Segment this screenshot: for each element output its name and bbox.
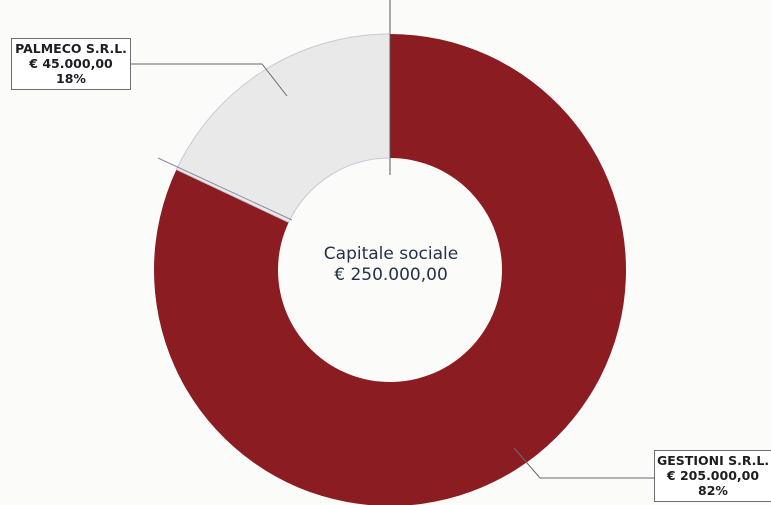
palmeco-radial-line: [157, 157, 293, 221]
palmeco-amount: € 45.000,00: [29, 56, 113, 71]
gestioni-leader-line: [513, 447, 654, 479]
palmeco-percent: 18%: [56, 71, 86, 86]
palmeco-leader-line: [131, 63, 288, 97]
slice-palmeco: [175, 33, 391, 223]
donut-slices: [154, 33, 626, 505]
center-label-total: € 250.000,00: [334, 265, 448, 285]
center-label: Capitale sociale € 250.000,00: [276, 244, 506, 286]
gestioni-percent: 82%: [698, 483, 728, 498]
slice-label-palmeco: PALMECO S.R.L. € 45.000,00 18%: [11, 38, 131, 90]
leader-lines: [131, 0, 654, 479]
center-label-title: Capitale sociale: [323, 244, 459, 264]
gestioni-amount: € 205.000,00: [666, 468, 760, 483]
gestioni-name: GESTIONI S.R.L.: [657, 453, 770, 468]
slice-gestioni: [154, 34, 626, 505]
palmeco-name: PALMECO S.R.L.: [15, 41, 127, 56]
slice-label-gestioni: GESTIONI S.R.L. € 205.000,00 82%: [654, 450, 771, 502]
